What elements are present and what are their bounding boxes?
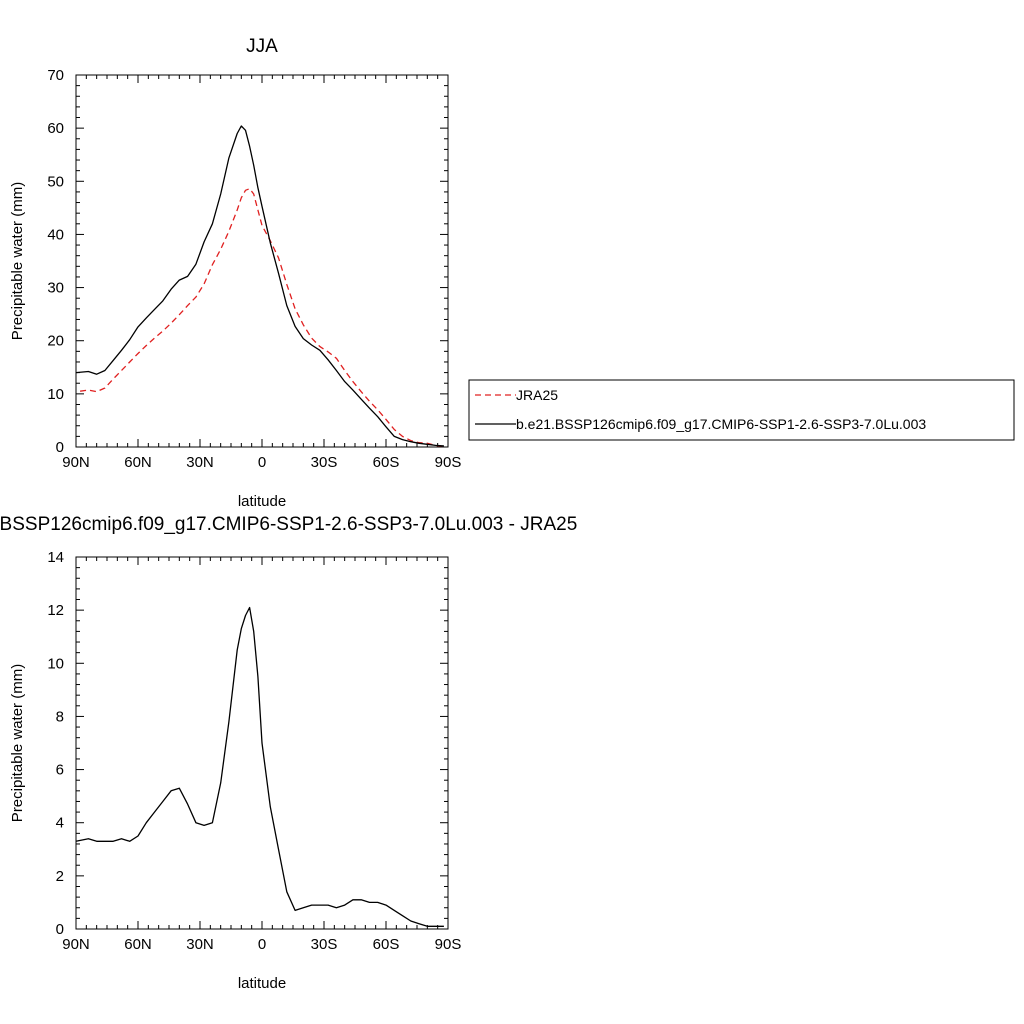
bottom-panel-y-tick-label: 6	[56, 762, 64, 779]
bottom-panel-y-tick-label: 2	[56, 868, 64, 885]
top-panel-y-tick-label: 60	[47, 120, 64, 137]
bottom-panel-x-tick-label: 90N	[62, 936, 90, 953]
top-panel-y-tick-label: 70	[47, 67, 64, 84]
bottom-panel-x-tick-label: 60S	[373, 936, 400, 953]
bottom-panel-y-tick-label: 14	[47, 549, 64, 566]
top-panel-x-tick-label: 30N	[186, 454, 214, 471]
bottom-panel-y-tick-label: 4	[56, 815, 64, 832]
bottom-panel: b.e21.BSSP126cmip6.f09_g17.CMIP6-SSP1-2.…	[0, 514, 577, 992]
top-panel-y-tick-label: 20	[47, 333, 64, 350]
bottom-panel-x-tick-label: 60N	[124, 936, 152, 953]
bottom-panel-plot-frame	[75, 556, 449, 930]
top-panel-x-tick-label: 60N	[124, 454, 152, 471]
top-panel-plot-frame	[75, 74, 449, 448]
top-panel-y-tick-label: 40	[47, 226, 64, 243]
legend: JRA25 b.e21.BSSP126cmip6.f09_g17.CMIP6-S…	[468, 379, 1015, 441]
bottom-panel-y-tick-label: 8	[56, 708, 64, 725]
bottom-panel-y-tick-label: 10	[47, 655, 64, 672]
bottom-panel-x-tick-label: 0	[258, 936, 266, 953]
top-panel-x-tick-label: 0	[258, 454, 266, 471]
top-panel-y-axis-label: Precipitable water (mm)	[9, 182, 26, 340]
top-panel-title: JJA	[246, 36, 278, 57]
legend-label-jra25: JRA25	[516, 387, 558, 403]
legend-label-model: b.e21.BSSP126cmip6.f09_g17.CMIP6-SSP1-2.…	[516, 416, 926, 432]
top-panel-series-line-jra25	[80, 188, 444, 448]
top-panel-y-tick-label: 30	[47, 280, 64, 297]
bottom-panel-x-tick-label: 30S	[311, 936, 338, 953]
bottom-panel-y-tick-label: 0	[56, 921, 64, 938]
top-panel-x-tick-label: 30S	[311, 454, 338, 471]
top-panel-x-axis-label: latitude	[238, 493, 286, 510]
top-panel-x-tick-label: 90N	[62, 454, 90, 471]
top-panel: JJA 90N 60N 30N 0 30S 60S 90S 0 10 20 30 40 50 60 70 l…	[9, 36, 461, 510]
top-panel-marks: 90N 60N 30N 0 30S 60S 90S 0 10 20 30 40 50 60 70	[47, 67, 461, 471]
bottom-panel-x-tick-label: 90S	[435, 936, 462, 953]
bottom-panel-marks: 90N 60N 30N 0 30S 60S 90S 0 2 4 6 8 10 12 14	[47, 549, 461, 953]
top-panel-y-tick-label: 50	[47, 173, 64, 190]
top-panel-x-tick-label: 90S	[435, 454, 462, 471]
legend-box	[468, 379, 1015, 441]
bottom-panel-x-tick-label: 30N	[186, 936, 214, 953]
top-panel-y-tick-label: 10	[47, 386, 64, 403]
bottom-panel-y-axis-label: Precipitable water (mm)	[9, 664, 26, 822]
bottom-panel-x-axis-label: latitude	[238, 975, 286, 992]
top-panel-x-tick-label: 60S	[373, 454, 400, 471]
bottom-panel-title: b.e21.BSSP126cmip6.f09_g17.CMIP6-SSP1-2.…	[0, 514, 577, 535]
bottom-panel-series-line-model	[75, 606, 444, 927]
top-panel-y-tick-label: 0	[56, 439, 64, 456]
top-panel-series-line-model	[75, 125, 444, 447]
bottom-panel-y-tick-label: 12	[47, 602, 64, 619]
